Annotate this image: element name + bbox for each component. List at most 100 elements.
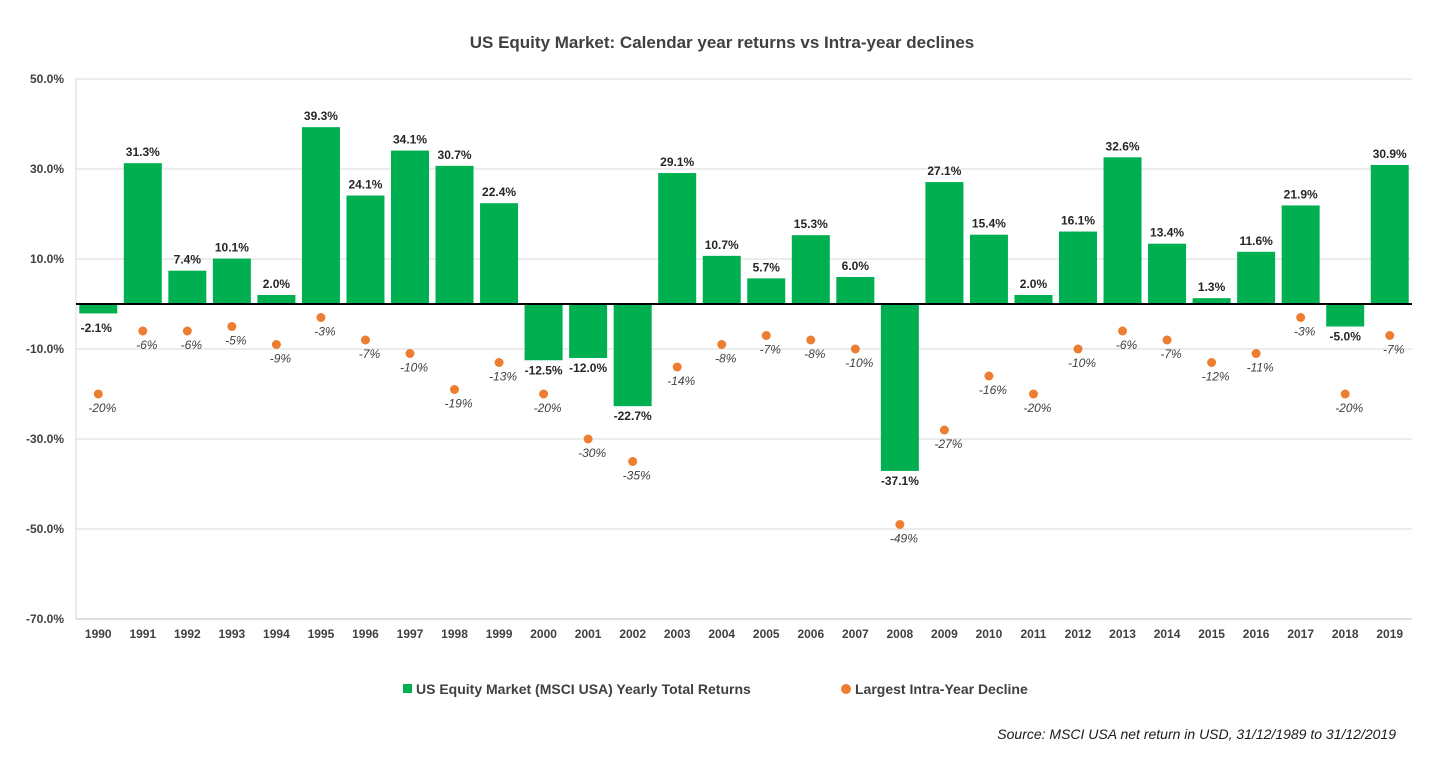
bar-value-label: 7.4% xyxy=(174,253,202,267)
legend-bar-label: US Equity Market (MSCI USA) Yearly Total… xyxy=(416,681,751,697)
bar xyxy=(1370,164,1409,304)
decline-dot xyxy=(1162,335,1172,345)
decline-value-label: -19% xyxy=(445,397,473,411)
decline-value-label: -5% xyxy=(225,334,247,348)
decline-value-label: -3% xyxy=(314,325,336,339)
decline-value-label: -16% xyxy=(979,383,1007,397)
legend-dot-swatch xyxy=(841,684,851,694)
decline-dot xyxy=(806,335,816,345)
x-tick-label: 1992 xyxy=(174,627,201,641)
decline-dot xyxy=(761,331,771,340)
decline-dot xyxy=(316,313,326,322)
decline-dot xyxy=(182,326,192,336)
bar-value-label: -2.1% xyxy=(81,321,113,335)
decline-value-label: -10% xyxy=(400,361,428,375)
decline-dot xyxy=(583,434,593,444)
bar-value-label: 13.4% xyxy=(1150,226,1184,240)
decline-dot xyxy=(850,344,860,354)
bar-value-label: 39.3% xyxy=(304,109,338,123)
decline-dot xyxy=(1118,326,1128,336)
bar xyxy=(79,304,118,314)
decline-value-label: -49% xyxy=(890,532,918,546)
decline-value-label: -35% xyxy=(623,469,651,483)
decline-value-label: -10% xyxy=(1068,356,1096,370)
chart-title: US Equity Market: Calendar year returns … xyxy=(470,33,975,52)
decline-value-label: -30% xyxy=(578,446,606,460)
bar xyxy=(836,277,875,304)
bar xyxy=(524,304,563,361)
decline-value-label: -10% xyxy=(845,356,873,370)
x-tick-label: 1996 xyxy=(352,627,379,641)
decline-value-label: -3% xyxy=(1294,325,1316,339)
decline-dot xyxy=(227,322,237,331)
x-tick-label: 2002 xyxy=(619,627,646,641)
x-tick-label: 2007 xyxy=(842,627,869,641)
x-tick-label: 2019 xyxy=(1376,627,1403,641)
decline-value-label: -14% xyxy=(667,374,695,388)
y-tick-label: -50.0% xyxy=(26,522,64,536)
decline-value-label: -20% xyxy=(1023,401,1051,415)
decline-dot xyxy=(138,326,148,336)
decline-dot xyxy=(405,349,415,358)
x-tick-label: 1998 xyxy=(441,627,468,641)
bar-value-label: 10.1% xyxy=(215,241,249,255)
bar xyxy=(569,304,608,358)
bar-value-label: 5.7% xyxy=(753,260,781,274)
bar xyxy=(1014,295,1053,304)
bar-value-label: -12.5% xyxy=(525,363,563,377)
x-tick-label: 1999 xyxy=(486,627,513,641)
decline-value-label: -7% xyxy=(760,343,782,357)
bar-value-label: 21.9% xyxy=(1284,187,1318,201)
x-axis: 1990 1991 1992 1993 1994 1995 1996 1997 1998 1999… xyxy=(85,627,1403,641)
x-tick-label: 1991 xyxy=(129,627,156,641)
x-tick-label: 2014 xyxy=(1154,627,1181,641)
decline-value-label: -6% xyxy=(136,338,158,352)
bar-value-label: 34.1% xyxy=(393,133,427,147)
decline-dot xyxy=(93,389,103,399)
x-tick-label: 2013 xyxy=(1109,627,1136,641)
bar-value-label: 16.1% xyxy=(1061,214,1095,228)
bar-value-label: 15.4% xyxy=(972,217,1006,231)
decline-dot xyxy=(494,358,504,367)
y-tick-label: -70.0% xyxy=(26,612,64,626)
decline-dot xyxy=(1028,389,1038,399)
decline-dot xyxy=(1073,344,1083,354)
bar-value-label: 32.6% xyxy=(1106,139,1140,153)
decline-value-label: -12% xyxy=(1202,370,1230,384)
decline-value-label: -6% xyxy=(181,338,203,352)
decline-value-label: -7% xyxy=(1383,343,1405,357)
x-tick-label: 2001 xyxy=(575,627,602,641)
bar-value-label: 11.6% xyxy=(1239,234,1273,248)
y-axis: 50.0% 30.0% 10.0% -10.0% -30.0% -50.0% -70.0% xyxy=(26,72,1412,626)
x-tick-label: 2015 xyxy=(1198,627,1225,641)
bar-value-label: 27.1% xyxy=(927,164,961,178)
bar xyxy=(391,150,429,304)
decline-dot xyxy=(1251,349,1261,358)
bar-value-label: 6.0% xyxy=(842,259,870,273)
bar xyxy=(168,270,207,304)
x-tick-label: 2009 xyxy=(931,627,958,641)
decline-value-label: -7% xyxy=(359,347,381,361)
bar xyxy=(1237,251,1276,304)
bar xyxy=(301,127,340,305)
bar xyxy=(1326,304,1365,327)
decline-dot xyxy=(717,340,727,349)
bar xyxy=(346,195,385,304)
bar xyxy=(1059,231,1097,304)
decline-value-label: -8% xyxy=(804,347,826,361)
x-tick-label: 2003 xyxy=(664,627,691,641)
bar-value-label: 15.3% xyxy=(794,217,828,231)
bar-value-label: -22.7% xyxy=(614,409,652,423)
y-tick-label: 30.0% xyxy=(30,162,64,176)
y-tick-label: 10.0% xyxy=(30,252,64,266)
x-tick-label: 2011 xyxy=(1020,627,1046,641)
decline-value-label: -7% xyxy=(1160,347,1182,361)
decline-value-label: -9% xyxy=(270,352,292,366)
decline-dot xyxy=(1385,331,1395,340)
bar xyxy=(925,182,964,304)
bar-series: -2.1% 31.3% 7.4% 10.1% 2.0% 39.3% 24.1% 34.1% 30… xyxy=(79,109,1409,488)
decline-dot xyxy=(539,389,549,399)
decline-value-label: -11% xyxy=(1247,361,1274,375)
decline-dot xyxy=(1340,389,1350,399)
